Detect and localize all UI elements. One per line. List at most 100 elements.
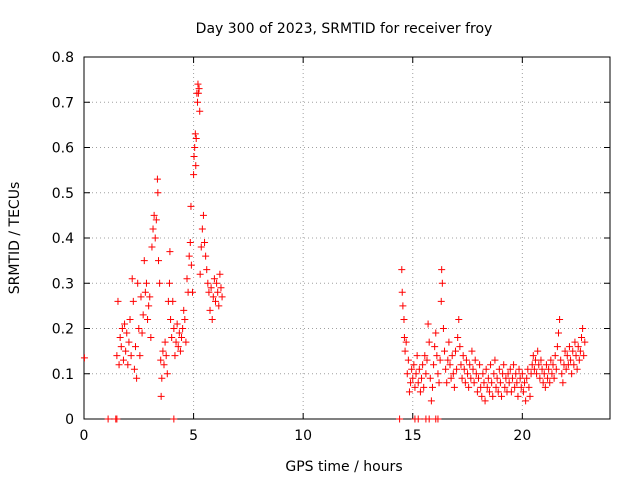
data-point: [580, 352, 588, 360]
data-point: [443, 379, 451, 387]
data-point: [506, 365, 514, 373]
data-point: [561, 347, 569, 355]
data-point: [198, 225, 206, 233]
data-point: [404, 356, 412, 364]
data-point: [483, 383, 491, 391]
data-point: [199, 211, 207, 219]
data-point: [408, 365, 416, 373]
data-point: [526, 392, 534, 400]
data-point: [435, 379, 443, 387]
data-points: [80, 80, 589, 423]
data-point: [450, 383, 458, 391]
data-point: [194, 89, 202, 97]
data-point: [454, 334, 462, 342]
data-point: [172, 338, 180, 346]
data-point: [534, 347, 542, 355]
data-point: [158, 374, 166, 382]
data-point: [438, 279, 446, 287]
data-point: [507, 388, 515, 396]
data-point: [401, 347, 409, 355]
y-tick-label: 0.4: [52, 231, 74, 247]
data-point: [161, 338, 169, 346]
data-point: [493, 374, 501, 382]
data-point: [548, 370, 556, 378]
data-point: [538, 365, 546, 373]
data-point: [123, 329, 131, 337]
data-point: [114, 297, 122, 305]
data-point: [208, 315, 216, 323]
data-point: [398, 288, 406, 296]
data-point: [126, 315, 134, 323]
data-point: [205, 288, 213, 296]
data-point: [157, 392, 165, 400]
data-point: [451, 347, 459, 355]
data-point: [215, 302, 223, 310]
data-point: [490, 370, 498, 378]
data-point: [434, 370, 442, 378]
data-point: [132, 343, 140, 351]
data-point: [546, 379, 554, 387]
data-point: [517, 383, 525, 391]
data-point: [496, 379, 504, 387]
data-point: [465, 383, 473, 391]
data-point: [80, 354, 88, 362]
data-point: [460, 365, 468, 373]
data-point: [402, 338, 410, 346]
x-tick-label: 0: [80, 428, 89, 444]
data-point: [572, 352, 580, 360]
data-point: [514, 392, 522, 400]
data-point: [130, 365, 138, 373]
data-point: [201, 239, 209, 247]
data-point: [537, 356, 545, 364]
data-point: [423, 356, 431, 364]
data-point: [178, 334, 186, 342]
data-point: [141, 288, 149, 296]
data-point: [524, 365, 532, 373]
data-point: [573, 365, 581, 373]
data-point: [449, 370, 457, 378]
data-point: [204, 279, 212, 287]
data-point: [515, 365, 523, 373]
data-point: [467, 374, 475, 382]
data-point: [116, 334, 124, 342]
data-point: [425, 415, 433, 423]
data-point: [183, 275, 191, 283]
data-point: [501, 383, 509, 391]
data-point: [202, 252, 210, 260]
data-point: [145, 302, 153, 310]
data-point: [530, 365, 538, 373]
data-point: [166, 248, 174, 256]
data-point: [124, 361, 132, 369]
data-point: [431, 343, 439, 351]
data-point: [134, 279, 142, 287]
data-point: [398, 266, 406, 274]
data-point: [568, 370, 576, 378]
data-point: [414, 415, 422, 423]
y-tick-label: 0.8: [52, 50, 74, 66]
data-point: [427, 397, 435, 405]
data-point: [434, 415, 442, 423]
data-point: [469, 365, 477, 373]
data-point: [152, 216, 160, 224]
data-point: [541, 383, 549, 391]
data-point: [457, 361, 465, 369]
data-point: [522, 397, 530, 405]
data-point: [104, 415, 112, 423]
data-point: [480, 379, 488, 387]
grid-lines: [84, 57, 610, 419]
data-point: [139, 311, 147, 319]
data-point: [144, 315, 152, 323]
data-point: [567, 356, 575, 364]
data-point: [154, 189, 162, 197]
data-point: [150, 211, 158, 219]
data-point: [115, 361, 123, 369]
data-point: [511, 383, 519, 391]
data-point: [175, 329, 183, 337]
data-point: [455, 315, 463, 323]
data-point: [512, 370, 520, 378]
data-point: [159, 347, 167, 355]
data-point: [558, 370, 566, 378]
data-point: [194, 80, 202, 88]
data-point: [510, 361, 518, 369]
data-point: [213, 279, 221, 287]
